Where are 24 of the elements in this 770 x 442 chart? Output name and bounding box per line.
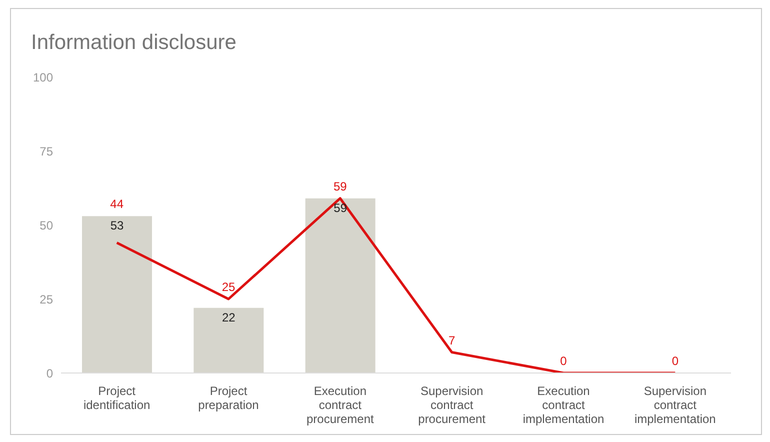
data-label: 59 <box>333 179 348 194</box>
bar <box>194 308 264 373</box>
y-tick-label: 100 <box>32 70 54 84</box>
bar <box>82 216 152 373</box>
data-label: 7 <box>448 333 456 348</box>
data-label: 59 <box>334 200 348 215</box>
y-tick-label: 0 <box>46 366 54 380</box>
bar <box>305 198 376 373</box>
x-tick-label: Project identification <box>83 384 150 412</box>
data-label: 22 <box>222 310 236 324</box>
x-tick-label: Supervision contract implementation <box>634 384 716 426</box>
x-tick-label: Supervision contract procurement <box>418 384 486 426</box>
data-label: 0 <box>560 354 568 368</box>
data-label: 44 <box>110 197 124 212</box>
x-tick-label: Execution contract procurement <box>306 384 375 426</box>
data-label: 53 <box>110 218 124 233</box>
chart-title: Information disclosure <box>30 30 238 56</box>
data-label: 25 <box>222 280 236 294</box>
y-tick-label: 25 <box>40 292 54 306</box>
y-tick-label: 75 <box>40 144 54 158</box>
y-tick-label: 50 <box>40 218 54 232</box>
x-tick-label: Execution contract implementation <box>522 384 604 426</box>
x-tick-label: Project preparation <box>198 384 259 412</box>
data-label: 0 <box>672 354 679 368</box>
